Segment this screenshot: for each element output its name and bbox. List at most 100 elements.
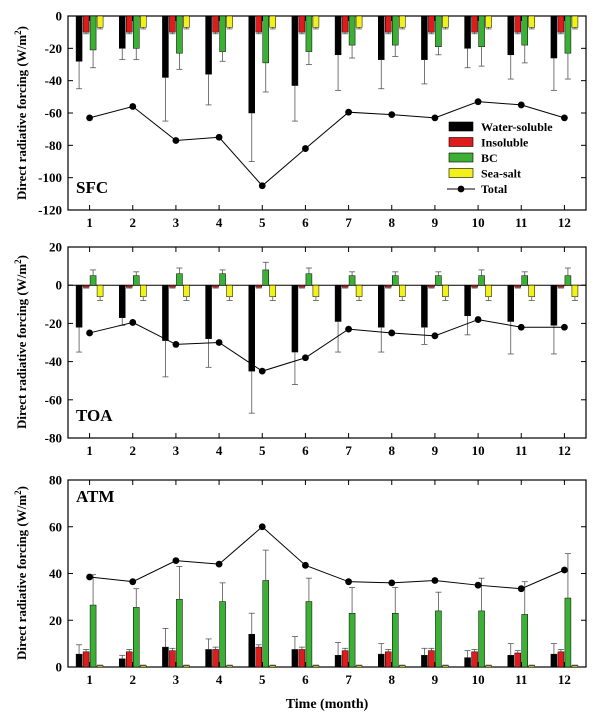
bar-bc-7 [348,15,356,46]
bar-water-soluble-11 [507,284,514,322]
total-point-11 [517,101,525,109]
bar-bc-11 [521,614,528,668]
y-tick-label: -80 [45,431,62,446]
bar-insoluble-4 [212,284,219,288]
bar-water-soluble-6 [291,649,299,668]
legend-marker [457,185,465,193]
x-tick-label: 6 [302,215,309,230]
total-point-2 [129,103,137,110]
y-tick-label: -60 [45,106,62,121]
total-point-4 [215,560,223,568]
y-tick-label: -20 [45,316,62,331]
bar-bc-5 [262,269,269,286]
bar-water-soluble-1 [75,653,83,668]
bar-water-soluble-12 [550,653,558,668]
bar-insoluble-8 [385,651,392,668]
panel-title: TOA [76,406,113,425]
bar-sea-salt-10 [485,284,492,297]
bar-water-soluble-5 [248,634,255,668]
bar-sea-salt-2 [140,15,147,28]
bar-sea-salt-12 [571,15,579,28]
bar-water-soluble-5 [248,284,255,372]
bar-water-soluble-12 [550,15,558,59]
bar-insoluble-9 [428,15,435,33]
bar-bc-4 [219,601,226,668]
bar-insoluble-12 [557,15,565,33]
legend-label: Total [481,182,508,196]
bar-water-soluble-8 [378,284,385,328]
bar-sea-salt-7 [355,284,363,297]
bar-bc-10 [478,610,485,668]
bar-insoluble-8 [385,284,392,288]
y-tick-label: 0 [56,660,63,675]
total-line [89,526,565,590]
bar-bc-8 [392,612,399,668]
bar-insoluble-12 [557,651,565,668]
bar-sea-salt-1 [96,284,104,297]
bar-bc-2 [133,275,140,286]
bar-sea-salt-6 [312,284,320,297]
bar-bc-7 [348,612,356,668]
total-point-8 [388,579,396,587]
bar-sea-salt-5 [269,15,276,28]
bar-bc-2 [133,607,140,668]
bar-insoluble-6 [298,284,306,288]
bar-insoluble-10 [471,651,478,668]
x-tick-label: 9 [432,672,439,687]
x-tick-label: 2 [130,443,137,458]
legend-swatch [448,168,474,178]
bar-sea-salt-11 [528,15,535,28]
y-tick-label: -20 [45,41,62,56]
bar-insoluble-4 [212,15,219,33]
bar-insoluble-2 [126,284,133,288]
bar-sea-salt-4 [226,284,233,297]
total-point-12 [561,323,568,331]
x-tick-label: 2 [130,672,137,687]
legend-label: Insoluble [481,136,529,150]
bar-sea-salt-7 [355,665,363,668]
total-point-12 [561,114,568,122]
bar-sea-salt-1 [96,15,104,28]
bar-water-soluble-11 [507,655,514,668]
bar-sea-salt-4 [226,665,233,668]
total-point-4 [215,133,223,141]
bar-insoluble-11 [514,284,521,288]
bar-insoluble-1 [82,284,90,288]
bar-sea-salt-3 [183,15,190,28]
bar-bc-12 [564,15,572,54]
bar-bc-3 [176,598,183,668]
bar-bc-5 [262,15,269,64]
bar-insoluble-12 [557,284,565,288]
x-tick-label: 2 [130,215,137,230]
total-point-10 [474,581,482,589]
bar-insoluble-6 [298,649,306,668]
x-tick-label: 7 [345,215,352,230]
total-point-4 [215,339,223,346]
bar-bc-8 [392,15,399,46]
x-tick-label: 5 [259,215,266,230]
total-point-5 [258,367,266,375]
bar-sea-salt-10 [485,15,492,28]
bar-insoluble-5 [255,284,262,288]
x-tick-label: 8 [389,672,396,687]
y-axis-label: Direct radiative forcing (W/m2) [13,255,29,429]
bar-water-soluble-3 [162,15,169,78]
bar-insoluble-3 [169,284,176,288]
bar-water-soluble-12 [550,284,558,326]
x-tick-label: 10 [472,443,485,458]
bar-bc-2 [133,15,140,49]
bar-water-soluble-4 [205,15,212,75]
bar-water-soluble-1 [75,15,83,62]
bar-water-soluble-9 [421,284,428,328]
x-tick-label: 5 [259,443,266,458]
total-point-1 [86,114,93,122]
bar-bc-6 [305,601,313,668]
bar-bc-1 [89,604,97,668]
y-tick-label: -60 [45,392,62,407]
bar-sea-salt-3 [183,284,190,297]
bar-water-soluble-11 [507,15,514,56]
bar-bc-12 [564,275,572,286]
bar-bc-3 [176,273,183,286]
bar-sea-salt-3 [183,665,190,668]
